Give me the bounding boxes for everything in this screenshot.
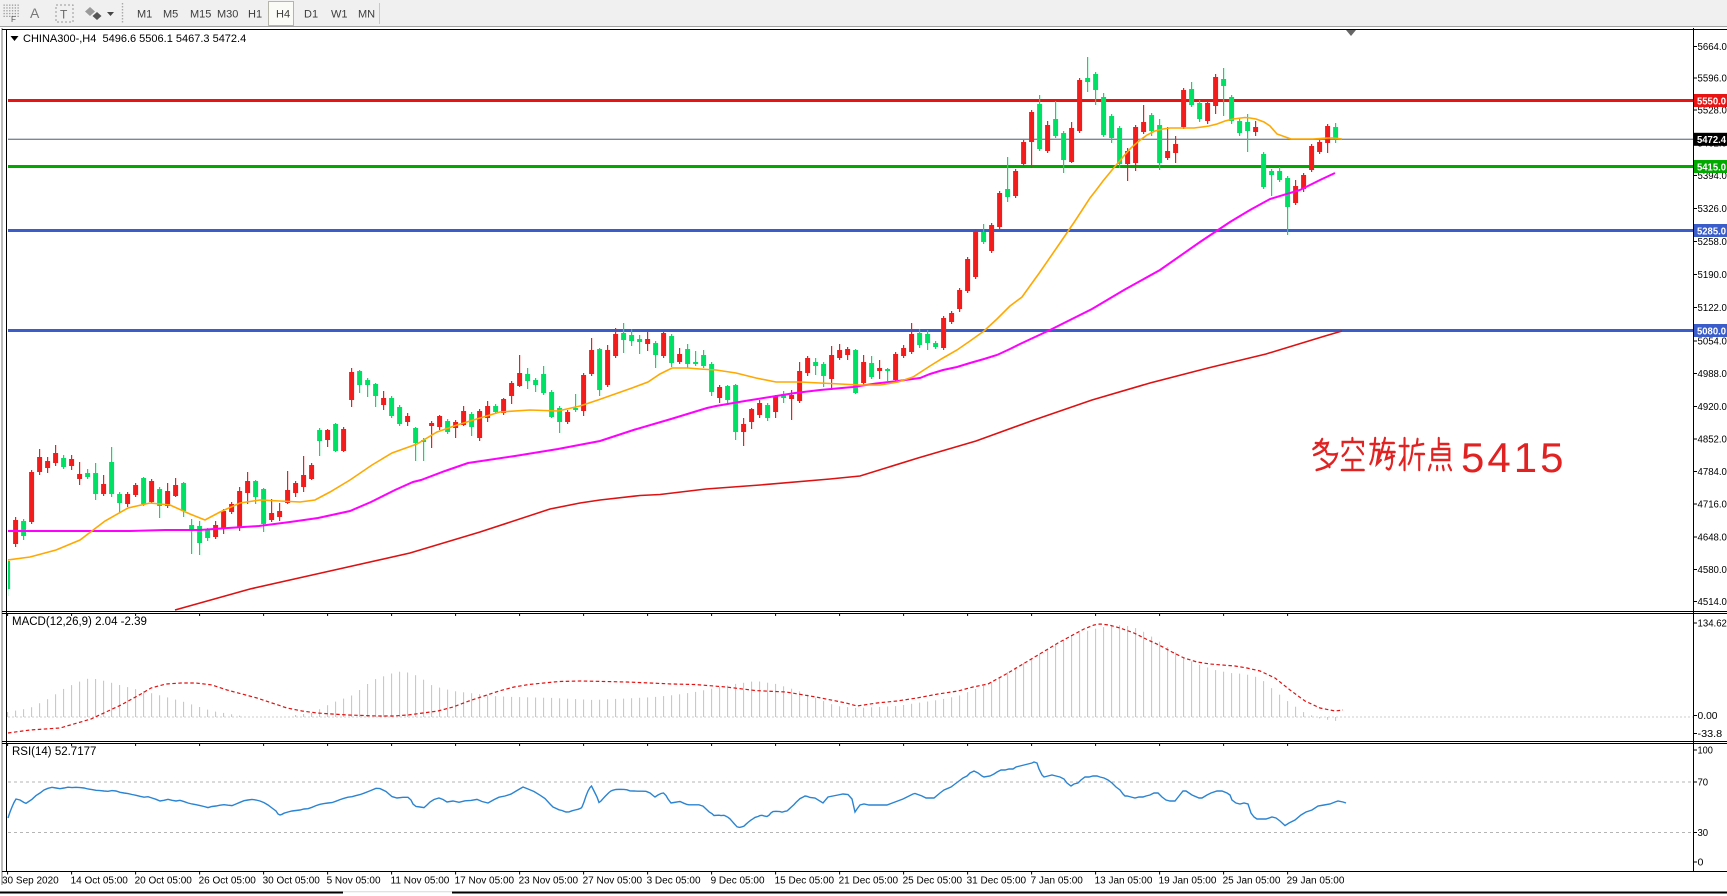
svg-text:5285.0: 5285.0 — [1697, 226, 1726, 237]
svg-text:5596.0: 5596.0 — [1698, 74, 1727, 85]
svg-text:F: F — [11, 15, 16, 24]
svg-text:M1: M1 — [137, 9, 152, 21]
svg-text:25 Dec 05:00: 25 Dec 05:00 — [903, 876, 963, 887]
svg-text:9 Dec 05:00: 9 Dec 05:00 — [711, 876, 765, 887]
svg-text:70: 70 — [1698, 778, 1709, 789]
svg-text:RSI(14) 52.7177: RSI(14) 52.7177 — [12, 746, 96, 758]
svg-text:31 Dec 05:00: 31 Dec 05:00 — [967, 876, 1027, 887]
svg-text:30 Oct 05:00: 30 Oct 05:00 — [263, 876, 321, 887]
svg-text:5326.0: 5326.0 — [1698, 204, 1727, 215]
svg-text:M30: M30 — [217, 9, 238, 21]
svg-text:0.00: 0.00 — [1698, 711, 1718, 722]
svg-text:T: T — [60, 8, 68, 22]
svg-text:134.62: 134.62 — [1698, 619, 1727, 630]
svg-text:D1: D1 — [304, 9, 318, 21]
svg-text:4920.0: 4920.0 — [1698, 402, 1727, 413]
svg-text:7 Jan 05:00: 7 Jan 05:00 — [1031, 876, 1084, 887]
svg-text:5472.4: 5472.4 — [1697, 135, 1726, 146]
svg-text:4648.0: 4648.0 — [1698, 533, 1727, 544]
svg-text:5415: 5415 — [1461, 434, 1566, 481]
svg-text:M5: M5 — [163, 9, 178, 21]
svg-text:5258.0: 5258.0 — [1698, 237, 1727, 248]
svg-text:5415.0: 5415.0 — [1697, 162, 1726, 173]
svg-text:4580.0: 4580.0 — [1698, 565, 1727, 576]
svg-text:27 Nov 05:00: 27 Nov 05:00 — [583, 876, 643, 887]
svg-text:5528.0: 5528.0 — [1698, 106, 1727, 117]
svg-text:CHINA300-,H4 5496.6 5506.1 54: CHINA300-,H4 5496.6 5506.1 5467.3 5472.4 — [23, 33, 246, 45]
svg-text:19 Jan 05:00: 19 Jan 05:00 — [1159, 876, 1217, 887]
svg-text:13 Jan 05:00: 13 Jan 05:00 — [1095, 876, 1153, 887]
svg-text:100: 100 — [1698, 746, 1714, 757]
svg-text:5 Nov 05:00: 5 Nov 05:00 — [327, 876, 381, 887]
svg-text:5080.0: 5080.0 — [1697, 326, 1726, 337]
svg-text:H4: H4 — [276, 9, 290, 21]
svg-text:30 Sep 2020: 30 Sep 2020 — [2, 876, 59, 887]
svg-text:30: 30 — [1698, 828, 1709, 839]
svg-text:5054.0: 5054.0 — [1698, 337, 1727, 348]
svg-text:4716.0: 4716.0 — [1698, 500, 1727, 511]
svg-text:5550.0: 5550.0 — [1697, 96, 1726, 107]
svg-text:5122.0: 5122.0 — [1698, 303, 1727, 314]
svg-text:21 Dec 05:00: 21 Dec 05:00 — [839, 876, 899, 887]
svg-text:17 Nov 05:00: 17 Nov 05:00 — [455, 876, 515, 887]
svg-text:15 Dec 05:00: 15 Dec 05:00 — [775, 876, 835, 887]
svg-text:A: A — [30, 5, 40, 21]
svg-text:3 Dec 05:00: 3 Dec 05:00 — [647, 876, 701, 887]
svg-text:4514.0: 4514.0 — [1698, 597, 1727, 608]
svg-text:MACD(12,26,9) 2.04 -2.39: MACD(12,26,9) 2.04 -2.39 — [12, 616, 147, 628]
svg-text:H1: H1 — [248, 9, 262, 21]
svg-text:5664.0: 5664.0 — [1698, 42, 1727, 53]
svg-text:MN: MN — [358, 9, 375, 21]
svg-text:5190.0: 5190.0 — [1698, 270, 1727, 281]
svg-text:4784.0: 4784.0 — [1698, 467, 1727, 478]
svg-text:26 Oct 05:00: 26 Oct 05:00 — [199, 876, 257, 887]
svg-text:14 Oct 05:00: 14 Oct 05:00 — [71, 876, 129, 887]
svg-text:11 Nov 05:00: 11 Nov 05:00 — [391, 876, 450, 887]
svg-text:M15: M15 — [190, 9, 211, 21]
svg-text:4852.0: 4852.0 — [1698, 435, 1727, 446]
svg-text:29 Jan 05:00: 29 Jan 05:00 — [1287, 876, 1345, 887]
svg-text:20 Oct 05:00: 20 Oct 05:00 — [135, 876, 193, 887]
svg-text:W1: W1 — [331, 9, 348, 21]
svg-text:5394.0: 5394.0 — [1698, 171, 1727, 182]
svg-text:23 Nov 05:00: 23 Nov 05:00 — [519, 876, 579, 887]
svg-text:0: 0 — [1698, 858, 1704, 869]
svg-text:25 Jan 05:00: 25 Jan 05:00 — [1223, 876, 1281, 887]
svg-text:4988.0: 4988.0 — [1698, 369, 1727, 380]
svg-text:-33.8: -33.8 — [1698, 729, 1723, 740]
